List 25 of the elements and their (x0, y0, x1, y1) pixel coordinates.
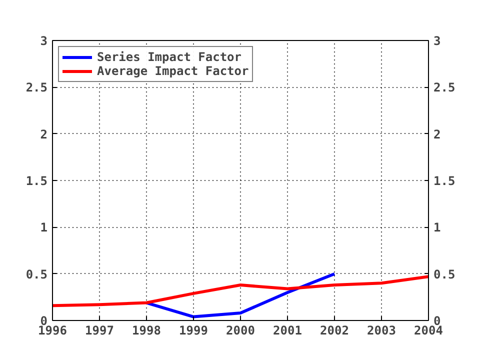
y2-tick-label: 1 (434, 220, 441, 235)
x-tick-label: 2002 (320, 324, 349, 338)
y-tick-label: 2 (40, 127, 48, 142)
x-tick-label: 1997 (85, 324, 114, 338)
legend-label: Series Impact Factor (97, 50, 242, 64)
y2-tick-label: 3 (434, 34, 441, 48)
y2-tick-label: 1.5 (434, 174, 456, 188)
y-tick-label: 3 (40, 34, 48, 48)
y-tick-label: 1 (40, 220, 48, 235)
line-series (145, 272, 336, 318)
y2-tick-label: 2 (434, 127, 441, 142)
x-tick-label: 1996 (38, 324, 67, 338)
y2-tick-label: 0.5 (434, 267, 456, 282)
x-tick-label: 2001 (273, 324, 302, 338)
y-tick-label: 1.5 (26, 174, 48, 188)
legend-label: Average Impact Factor (97, 64, 249, 78)
y-tick-label: 0.5 (26, 267, 48, 282)
y2-tick-label: 2.5 (434, 80, 456, 95)
x-tick-label: 2003 (367, 324, 396, 338)
x-tick-label: 1999 (179, 324, 208, 338)
x-tick-label: 2000 (226, 324, 255, 338)
y-tick-label: 2.5 (26, 80, 48, 95)
line-series (52, 275, 428, 308)
x-tick-label: 1998 (132, 324, 161, 338)
x-tick-label: 2004 (414, 324, 443, 338)
